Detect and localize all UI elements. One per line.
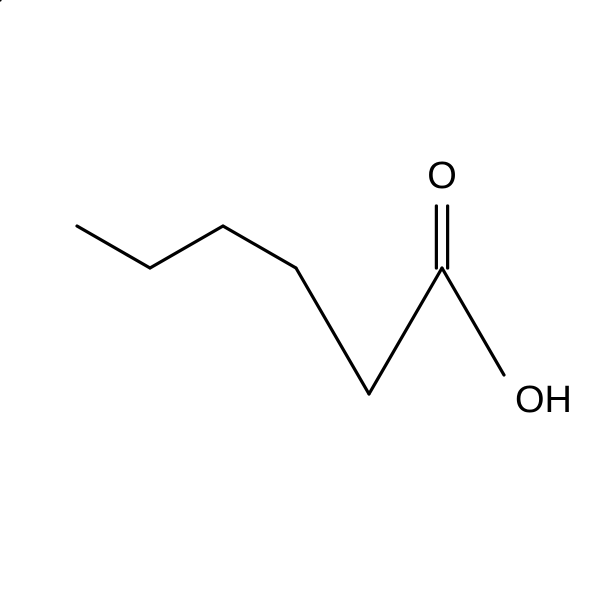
atom-label-o: O [427, 155, 457, 197]
molecule-diagram: O OH [0, 0, 600, 600]
bond [296, 268, 369, 394]
bond [369, 268, 442, 394]
bond [442, 268, 504, 375]
bond [223, 226, 296, 268]
bond [150, 226, 223, 268]
atom-label-oh: OH [515, 379, 572, 421]
bond [77, 226, 150, 268]
